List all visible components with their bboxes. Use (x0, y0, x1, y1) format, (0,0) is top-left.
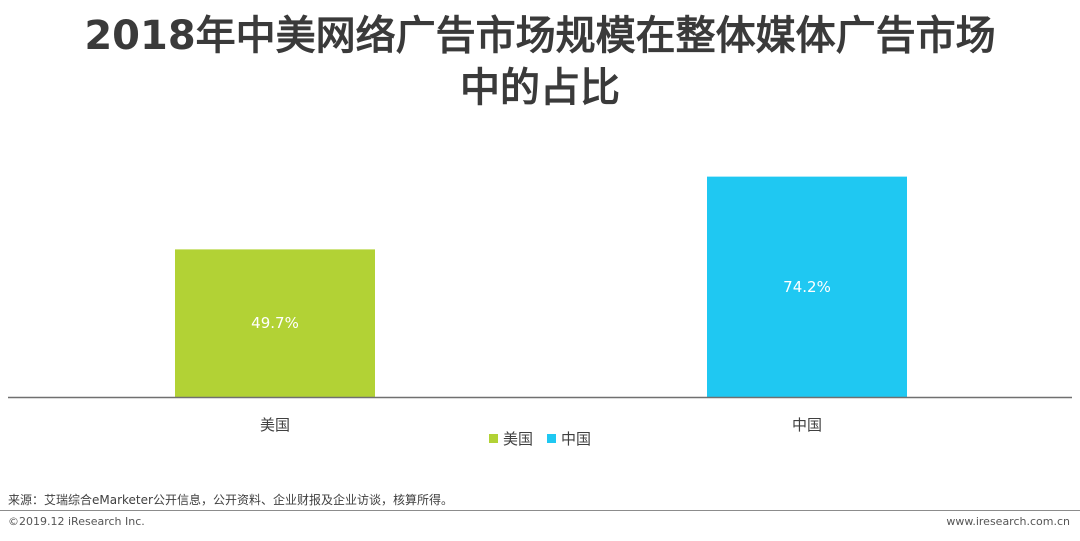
source-note: 来源：艾瑞综合eMarketer公开信息，公开资料、企业财报及企业访谈，核算所得… (8, 493, 453, 507)
data-label-us: 49.7% (251, 314, 299, 332)
website-link[interactable]: www.iresearch.com.cn (946, 515, 1070, 528)
chart-legend: 美国 中国 (0, 428, 1080, 449)
chart-title-line-1: 2018年中美网络广告市场规模在整体媒体广告市场 (84, 13, 996, 59)
data-label-china: 74.2% (783, 278, 831, 296)
chart-title: 2018年中美网络广告市场规模在整体媒体广告市场 中的占比 (0, 10, 1080, 114)
chart-title-line-2: 中的占比 (460, 65, 620, 111)
legend-label-us: 美国 (502, 430, 533, 448)
legend-item-us: 美国 (488, 428, 533, 449)
legend-swatch-china (547, 434, 556, 443)
copyright-text: ©2019.12 iResearch Inc. (8, 515, 145, 528)
footer-divider (0, 510, 1080, 511)
legend-swatch-us (488, 434, 498, 443)
legend-label-china: 中国 (561, 430, 592, 448)
bar-us (175, 249, 375, 397)
bar-china (707, 176, 907, 397)
legend-item-china: 中国 (547, 428, 591, 449)
category-label-us: 美国 (260, 416, 290, 434)
category-label-china: 中国 (792, 416, 822, 434)
